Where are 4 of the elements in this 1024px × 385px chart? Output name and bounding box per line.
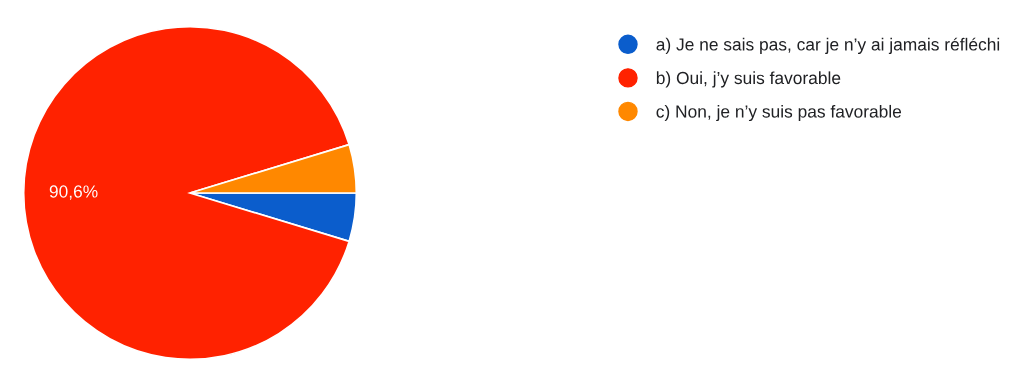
legend-label: a) Je ne sais pas, car je n’y ai jamais réfléchi xyxy=(656,37,1000,55)
legend-label: c) Non, je n’y suis pas favorable xyxy=(656,104,902,122)
data-label: 90,6% xyxy=(49,185,98,200)
legend-label: b) Oui, j’y suis favorable xyxy=(656,71,841,88)
